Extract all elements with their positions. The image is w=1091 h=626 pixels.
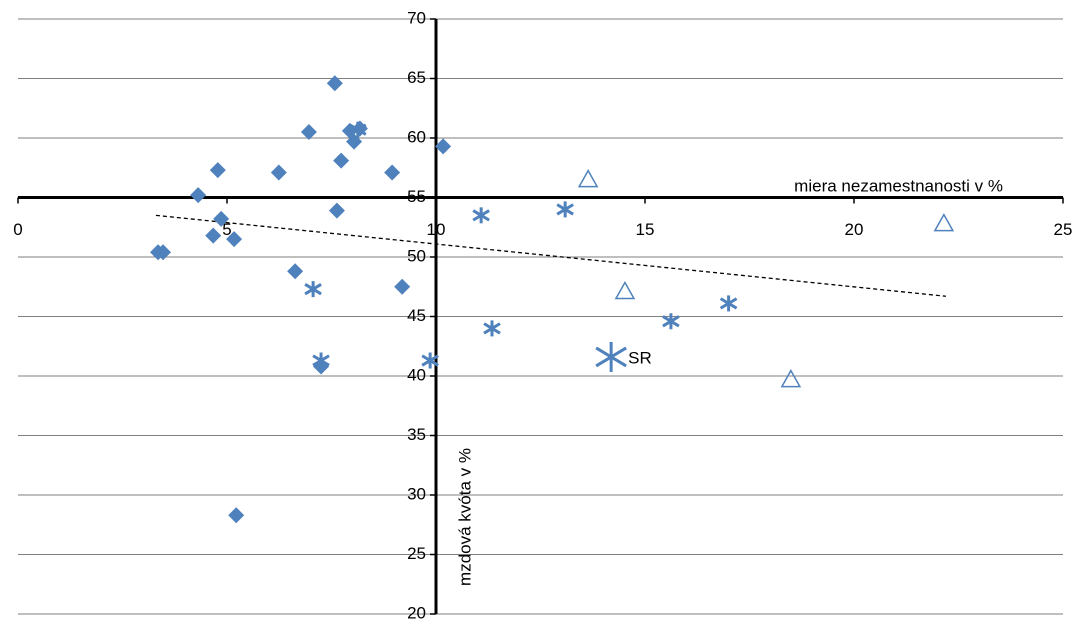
point — [304, 281, 322, 298]
x-tick-label: 5 — [222, 220, 231, 239]
y-tick-label: 45 — [407, 306, 426, 325]
star-stroke — [421, 354, 439, 367]
point — [435, 138, 452, 155]
point — [394, 278, 411, 295]
point — [421, 352, 439, 369]
point — [209, 162, 226, 179]
y-tick-label: 70 — [407, 8, 426, 27]
x-tick-label: 25 — [1054, 220, 1073, 239]
point — [287, 263, 304, 280]
point-label: SR — [628, 348, 652, 367]
point — [483, 320, 501, 337]
star-stroke — [595, 346, 627, 368]
point — [312, 352, 330, 369]
point — [226, 231, 243, 248]
y-tick-label: 25 — [407, 544, 426, 563]
point — [556, 201, 574, 218]
star-stroke — [304, 283, 322, 296]
point — [205, 227, 222, 244]
y-tick-label: 60 — [407, 127, 426, 146]
point — [190, 187, 207, 204]
x-tick-label: 0 — [13, 220, 22, 239]
point — [384, 164, 401, 181]
star-stroke — [662, 315, 680, 328]
point — [472, 207, 490, 224]
star-stroke — [719, 297, 738, 310]
star-stroke — [472, 209, 490, 222]
point — [328, 202, 345, 219]
y-tick-label: 30 — [407, 484, 426, 503]
y-tick-label: 65 — [407, 68, 426, 87]
y-tick-label: 40 — [407, 365, 426, 384]
point — [155, 244, 172, 261]
trendline — [155, 214, 947, 297]
star-stroke — [349, 123, 367, 136]
point — [300, 124, 317, 141]
point — [662, 313, 680, 330]
point — [577, 169, 599, 188]
y-axis-label: mzdová kvóta v % — [455, 448, 474, 586]
point — [933, 213, 955, 232]
y-tick-label: 35 — [407, 425, 426, 444]
point — [213, 210, 230, 227]
point — [595, 341, 627, 372]
point — [228, 507, 245, 524]
x-tick-label: 20 — [845, 220, 864, 239]
y-tick-label: 50 — [407, 246, 426, 265]
star-stroke — [483, 322, 501, 335]
point — [326, 75, 343, 92]
point — [270, 164, 287, 181]
star-stroke — [556, 203, 574, 216]
point — [333, 152, 350, 169]
star-stroke — [312, 354, 330, 367]
point — [719, 295, 738, 312]
x-axis-label: miera nezamestnanosti v % — [794, 176, 1003, 195]
point — [349, 121, 367, 138]
point — [780, 369, 802, 388]
x-tick-label: 15 — [636, 220, 655, 239]
point — [614, 280, 636, 300]
y-tick-label: 20 — [407, 603, 426, 622]
